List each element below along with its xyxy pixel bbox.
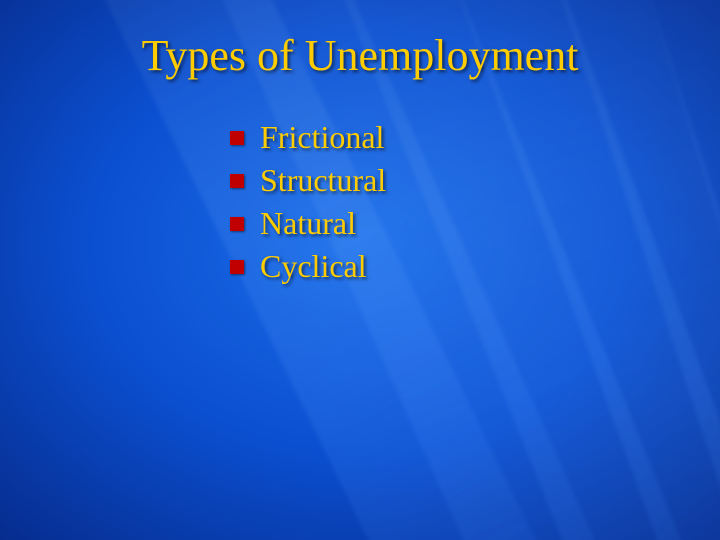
list-item-label: Natural xyxy=(260,205,356,242)
bullet-list: Frictional Structural Natural Cyclical xyxy=(230,119,720,285)
list-item-label: Frictional xyxy=(260,119,384,156)
slide-content: Types of Unemployment Frictional Structu… xyxy=(0,0,720,285)
square-bullet-icon xyxy=(230,217,244,231)
list-item: Structural xyxy=(230,162,720,199)
square-bullet-icon xyxy=(230,131,244,145)
list-item: Cyclical xyxy=(230,248,720,285)
list-item: Frictional xyxy=(230,119,720,156)
list-item-label: Structural xyxy=(260,162,386,199)
slide-title: Types of Unemployment xyxy=(0,30,720,81)
slide: Types of Unemployment Frictional Structu… xyxy=(0,0,720,540)
list-item: Natural xyxy=(230,205,720,242)
square-bullet-icon xyxy=(230,174,244,188)
list-item-label: Cyclical xyxy=(260,248,367,285)
square-bullet-icon xyxy=(230,260,244,274)
